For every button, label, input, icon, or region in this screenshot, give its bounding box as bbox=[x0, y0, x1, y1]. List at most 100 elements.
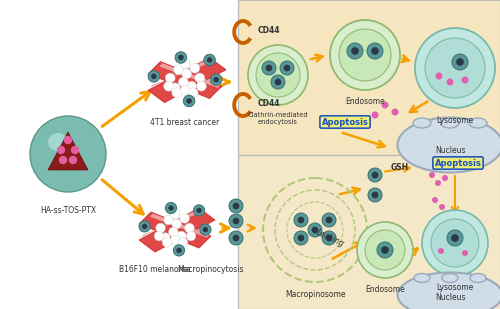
Circle shape bbox=[339, 29, 391, 81]
Circle shape bbox=[442, 175, 448, 181]
Circle shape bbox=[266, 65, 272, 71]
Circle shape bbox=[180, 214, 190, 223]
Circle shape bbox=[447, 230, 463, 246]
Circle shape bbox=[415, 28, 495, 108]
Circle shape bbox=[298, 235, 304, 241]
Ellipse shape bbox=[470, 273, 486, 282]
Circle shape bbox=[377, 242, 393, 258]
Circle shape bbox=[64, 137, 71, 143]
Polygon shape bbox=[148, 57, 226, 103]
Circle shape bbox=[30, 116, 106, 192]
Circle shape bbox=[202, 227, 208, 232]
Polygon shape bbox=[48, 132, 88, 170]
Circle shape bbox=[429, 172, 435, 178]
Circle shape bbox=[262, 61, 276, 75]
Circle shape bbox=[326, 235, 332, 241]
Ellipse shape bbox=[414, 273, 430, 282]
Text: Macropinocytosis: Macropinocytosis bbox=[177, 265, 243, 274]
Circle shape bbox=[168, 205, 173, 211]
Circle shape bbox=[322, 213, 336, 227]
Circle shape bbox=[462, 250, 468, 256]
Circle shape bbox=[372, 192, 378, 198]
Ellipse shape bbox=[48, 133, 68, 151]
Circle shape bbox=[178, 238, 188, 247]
Circle shape bbox=[256, 53, 300, 97]
Circle shape bbox=[139, 221, 150, 232]
Text: Nucleus: Nucleus bbox=[435, 146, 465, 154]
Text: 4T1 breast cancer: 4T1 breast cancer bbox=[150, 118, 220, 127]
Circle shape bbox=[154, 231, 164, 241]
Circle shape bbox=[184, 223, 194, 233]
Circle shape bbox=[142, 224, 148, 229]
Circle shape bbox=[200, 224, 211, 235]
Circle shape bbox=[462, 77, 468, 83]
Circle shape bbox=[166, 202, 176, 214]
Circle shape bbox=[367, 43, 383, 59]
Circle shape bbox=[176, 248, 182, 253]
Text: CD44: CD44 bbox=[258, 99, 280, 108]
Circle shape bbox=[436, 73, 442, 79]
Circle shape bbox=[351, 47, 359, 55]
Circle shape bbox=[271, 75, 285, 89]
FancyBboxPatch shape bbox=[238, 155, 500, 309]
Circle shape bbox=[186, 98, 192, 104]
Circle shape bbox=[422, 210, 488, 276]
Text: Nucleus: Nucleus bbox=[435, 294, 465, 303]
Circle shape bbox=[70, 156, 76, 163]
Circle shape bbox=[308, 223, 322, 237]
Text: Lysosome: Lysosome bbox=[436, 116, 474, 125]
Circle shape bbox=[172, 88, 182, 98]
Circle shape bbox=[347, 43, 363, 59]
Circle shape bbox=[438, 248, 444, 254]
Text: Clathrin-mediated
endocytosis: Clathrin-mediated endocytosis bbox=[248, 112, 308, 125]
Circle shape bbox=[368, 168, 382, 182]
Circle shape bbox=[178, 77, 188, 87]
Circle shape bbox=[207, 57, 212, 63]
Ellipse shape bbox=[398, 273, 500, 309]
Polygon shape bbox=[140, 210, 200, 238]
Circle shape bbox=[392, 108, 398, 116]
Circle shape bbox=[280, 61, 294, 75]
Circle shape bbox=[170, 235, 180, 245]
Text: Endosome: Endosome bbox=[345, 97, 385, 106]
Circle shape bbox=[162, 238, 172, 247]
Circle shape bbox=[148, 71, 160, 82]
Text: Apoptosis: Apoptosis bbox=[322, 117, 368, 126]
Text: Endosome: Endosome bbox=[365, 285, 405, 294]
Circle shape bbox=[58, 146, 64, 154]
Circle shape bbox=[284, 65, 290, 71]
Circle shape bbox=[180, 58, 190, 68]
Polygon shape bbox=[139, 208, 215, 252]
Circle shape bbox=[456, 58, 464, 66]
Circle shape bbox=[168, 227, 178, 237]
Circle shape bbox=[446, 78, 454, 86]
Circle shape bbox=[229, 214, 243, 228]
Circle shape bbox=[190, 63, 200, 73]
Circle shape bbox=[166, 73, 175, 83]
Text: Leaking: Leaking bbox=[314, 228, 346, 248]
Circle shape bbox=[232, 203, 239, 210]
Circle shape bbox=[298, 217, 304, 223]
Circle shape bbox=[184, 95, 195, 107]
Circle shape bbox=[170, 209, 180, 218]
Circle shape bbox=[60, 156, 66, 163]
Circle shape bbox=[164, 81, 173, 91]
Circle shape bbox=[326, 217, 332, 223]
Circle shape bbox=[229, 231, 243, 245]
Circle shape bbox=[372, 171, 378, 178]
Circle shape bbox=[186, 81, 196, 91]
Circle shape bbox=[232, 235, 239, 241]
Circle shape bbox=[178, 55, 184, 60]
Text: Macropinosome: Macropinosome bbox=[285, 290, 345, 299]
Circle shape bbox=[312, 226, 318, 233]
Circle shape bbox=[425, 38, 485, 98]
FancyBboxPatch shape bbox=[238, 0, 500, 155]
Circle shape bbox=[232, 218, 239, 224]
Circle shape bbox=[357, 222, 413, 278]
Circle shape bbox=[451, 234, 459, 242]
Ellipse shape bbox=[413, 118, 431, 128]
Ellipse shape bbox=[441, 118, 459, 128]
Circle shape bbox=[188, 88, 198, 98]
Circle shape bbox=[195, 73, 204, 83]
Circle shape bbox=[194, 205, 204, 216]
